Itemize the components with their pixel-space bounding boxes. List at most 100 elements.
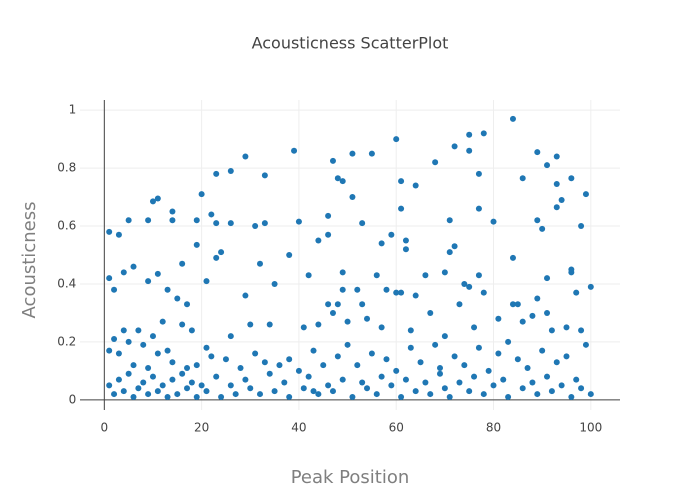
y-tick-label: 0 — [69, 392, 77, 406]
point — [203, 344, 210, 351]
point — [563, 324, 570, 331]
point — [271, 280, 278, 287]
point — [145, 217, 152, 224]
point — [130, 362, 137, 369]
point — [446, 217, 453, 224]
x-tick-label: 0 — [101, 421, 109, 435]
point — [461, 362, 468, 369]
point — [490, 382, 497, 389]
point — [466, 283, 473, 290]
point — [120, 327, 127, 334]
point — [402, 237, 409, 244]
point — [378, 324, 385, 331]
point — [373, 272, 380, 279]
point — [349, 393, 356, 400]
point — [544, 275, 551, 282]
point — [149, 333, 156, 340]
point — [286, 252, 293, 258]
point — [300, 324, 307, 331]
point — [120, 388, 127, 395]
point — [412, 388, 419, 395]
point — [402, 246, 409, 253]
point — [227, 333, 234, 340]
point — [213, 220, 220, 227]
point — [475, 344, 482, 351]
point — [125, 370, 132, 377]
point — [475, 170, 482, 177]
point — [558, 382, 565, 389]
point — [368, 350, 375, 357]
point — [578, 385, 585, 392]
point — [544, 373, 551, 380]
point — [475, 205, 482, 212]
point — [587, 391, 594, 398]
point — [490, 218, 497, 225]
point — [524, 364, 531, 371]
point — [315, 321, 322, 328]
point — [539, 347, 546, 354]
point — [140, 341, 147, 348]
point — [398, 393, 405, 400]
point — [329, 388, 336, 395]
point — [184, 364, 191, 371]
point — [339, 178, 346, 185]
point — [227, 382, 234, 389]
point — [266, 321, 273, 328]
point — [398, 205, 405, 212]
point — [227, 220, 234, 227]
point — [558, 196, 565, 203]
point — [548, 327, 555, 334]
point — [257, 260, 263, 267]
point — [266, 370, 273, 377]
point — [174, 295, 181, 302]
point — [578, 327, 585, 334]
point — [368, 150, 375, 157]
point — [349, 194, 356, 201]
y-tick-label: 1 — [69, 103, 77, 117]
point — [563, 353, 570, 360]
point — [329, 157, 336, 164]
point — [441, 333, 448, 340]
point — [437, 364, 443, 371]
point — [373, 391, 380, 398]
point — [383, 356, 390, 363]
point — [252, 350, 259, 357]
point — [466, 131, 473, 138]
point — [310, 388, 317, 395]
point — [582, 341, 589, 348]
point — [271, 388, 278, 395]
point — [164, 286, 171, 293]
point — [451, 353, 458, 360]
point — [208, 353, 215, 360]
x-tick-label: 60 — [389, 421, 404, 435]
point — [568, 269, 575, 276]
point — [193, 362, 200, 369]
point — [315, 237, 322, 244]
point — [169, 359, 176, 366]
point — [553, 204, 560, 211]
point — [261, 359, 268, 366]
point — [334, 301, 341, 308]
point — [437, 370, 443, 377]
point — [505, 338, 512, 345]
point — [407, 327, 414, 334]
point — [480, 130, 487, 137]
point — [145, 364, 152, 371]
point — [169, 376, 176, 383]
point — [218, 393, 225, 400]
point — [539, 225, 546, 232]
point — [145, 391, 152, 398]
point — [417, 359, 424, 366]
point — [198, 191, 205, 198]
point — [344, 318, 351, 325]
x-tick-label: 20 — [194, 421, 209, 435]
point — [364, 315, 371, 322]
point — [573, 289, 580, 296]
point — [378, 373, 385, 380]
y-axis-title: Acousticness — [19, 202, 40, 319]
point — [509, 254, 516, 261]
point — [188, 327, 195, 334]
point — [320, 362, 327, 369]
point — [432, 341, 439, 348]
point — [164, 347, 171, 354]
